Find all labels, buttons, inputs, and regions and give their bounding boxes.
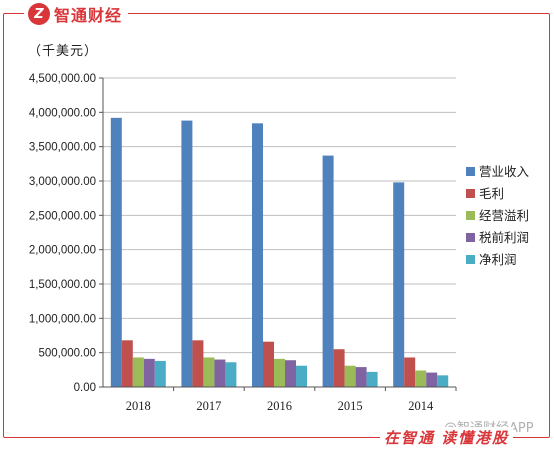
bar <box>296 365 307 387</box>
brand-logo: Z 智通财经 <box>24 2 129 26</box>
y-tick-label: 1,500,000.00 <box>29 279 96 291</box>
brand-name: 智通财经 <box>54 8 123 25</box>
bar <box>214 359 226 387</box>
bar <box>154 360 166 387</box>
bar <box>181 120 193 387</box>
x-tick-label: 2016 <box>267 399 292 413</box>
x-tick-label: 2014 <box>408 399 434 413</box>
y-tick-label: 500,000.00 <box>38 348 96 360</box>
bar <box>344 365 356 387</box>
x-tick-label: 2018 <box>126 399 151 413</box>
y-tick-label: 1,000,000.00 <box>29 313 96 325</box>
legend-swatch <box>466 233 475 242</box>
legend-label: 净利润 <box>479 252 517 267</box>
bar <box>285 360 296 387</box>
bar <box>121 340 133 387</box>
y-tick-label: 4,000,000.00 <box>29 107 96 119</box>
bar-series <box>110 117 449 388</box>
legend-swatch <box>466 167 475 176</box>
y-axis-unit: （千美元） <box>28 43 99 58</box>
y-tick-label: 2,500,000.00 <box>29 210 96 222</box>
axes <box>102 78 457 391</box>
y-tick-labels: 0.00 500,000.00 1,000,000.00 1,500,000.00 2,… <box>29 73 96 394</box>
bar <box>333 349 345 387</box>
y-tick-label: 4,500,000.00 <box>29 73 96 85</box>
slogan: 在智通 读懂港股 <box>380 427 514 448</box>
bar <box>426 372 438 387</box>
bar <box>437 375 449 387</box>
brand-badge-icon: Z <box>28 3 50 25</box>
bar <box>225 362 237 387</box>
bar <box>355 367 367 387</box>
y-tick-label: 3,000,000.00 <box>29 176 96 188</box>
bar <box>132 357 144 387</box>
bar <box>322 155 334 387</box>
bar <box>415 370 427 387</box>
bar <box>393 182 405 387</box>
legend-label: 营业收入 <box>479 164 530 179</box>
x-tick-labels: 2018 2017 2016 2015 2014 <box>126 399 434 413</box>
bar <box>366 371 378 387</box>
legend-swatch <box>466 211 475 220</box>
bar <box>274 358 285 387</box>
bar <box>252 123 263 387</box>
y-tick-label: 0.00 <box>74 382 96 394</box>
x-tick-label: 2017 <box>196 399 221 413</box>
legend-label: 毛利 <box>479 186 504 201</box>
legend-label: 税前利润 <box>479 230 529 245</box>
chart-frame <box>3 13 550 438</box>
x-tick-label: 2015 <box>338 399 363 413</box>
legend-swatch <box>466 255 475 264</box>
y-tick-label: 3,500,000.00 <box>29 142 96 154</box>
bar <box>404 357 416 387</box>
bar <box>110 117 122 388</box>
bar <box>203 357 215 387</box>
legend-swatch <box>466 189 475 198</box>
y-tick-label: 2,000,000.00 <box>29 245 96 257</box>
bar <box>143 358 155 387</box>
legend-label: 经营溢利 <box>479 208 529 223</box>
bar <box>263 341 274 387</box>
bar <box>192 340 204 387</box>
